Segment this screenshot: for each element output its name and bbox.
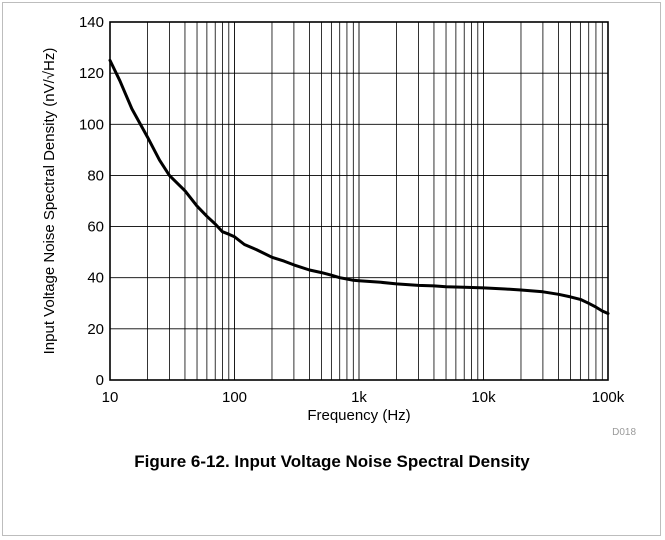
y-tick-label: 40 xyxy=(87,270,104,287)
series-layer xyxy=(108,58,610,315)
y-tick-label: 140 xyxy=(79,14,104,31)
tick-labels: 10 100 1k 10k 100k 0 20 40 60 80 100 120 140 xyxy=(79,14,625,406)
grid xyxy=(109,21,609,381)
y-tick-label: 60 xyxy=(87,219,104,236)
x-tick-label: 10k xyxy=(471,389,496,406)
x-tick-label: 10 xyxy=(102,389,119,406)
y-tick-label: 80 xyxy=(87,167,104,184)
y-tick-label: 120 xyxy=(79,65,104,82)
y-axis-title: Input Voltage Noise Spectral Density (nV… xyxy=(41,48,58,355)
x-tick-label: 1k xyxy=(351,389,367,406)
figure-caption: Figure 6-12. Input Voltage Noise Spectra… xyxy=(134,452,530,471)
plot-area-border xyxy=(109,21,609,381)
noise-density-curve xyxy=(108,58,610,315)
x-tick-label: 100k xyxy=(592,389,625,406)
figure-code: D018 xyxy=(612,427,636,438)
y-tick-label: 100 xyxy=(79,116,104,133)
y-tick-label: 0 xyxy=(96,372,104,389)
y-tick-label: 20 xyxy=(87,321,104,338)
x-axis-title: Frequency (Hz) xyxy=(307,407,410,424)
x-tick-label: 100 xyxy=(222,389,247,406)
